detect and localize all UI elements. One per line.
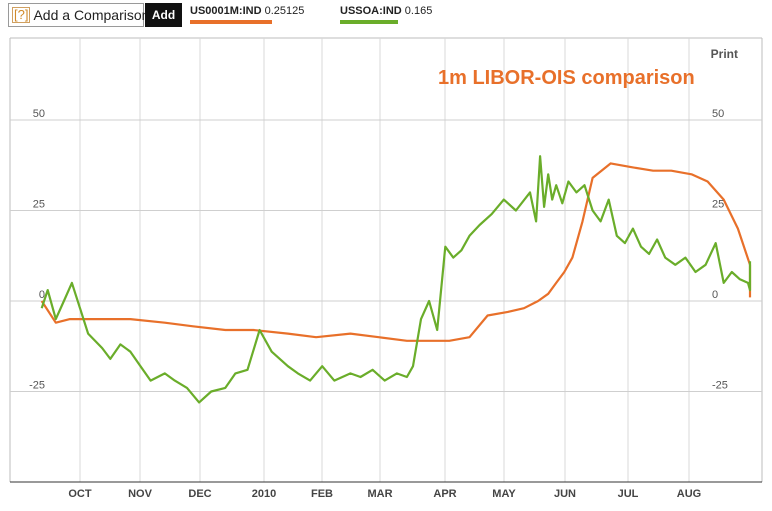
add-comparison-input[interactable]: [?] Add a Comparison bbox=[8, 3, 149, 27]
add-button[interactable]: Add bbox=[145, 3, 182, 27]
legend-entry-libor: US0001M:IND 0.25125 bbox=[190, 5, 304, 24]
chart-title: 1m LIBOR-OIS comparison bbox=[438, 67, 695, 89]
y-tick-label-left: 50 bbox=[33, 108, 45, 120]
legend-value: 0.25125 bbox=[264, 5, 305, 17]
x-tick-label: JUN bbox=[554, 488, 576, 500]
legend-swatch bbox=[340, 20, 398, 24]
x-tick-label: MAR bbox=[367, 488, 392, 500]
x-tick-label: DEC bbox=[188, 488, 211, 500]
y-tick-label-right: -25 bbox=[712, 380, 728, 392]
help-icon[interactable]: [?] bbox=[12, 7, 31, 23]
x-tick-label: OCT bbox=[68, 488, 92, 500]
legend-value: 0.165 bbox=[404, 5, 433, 17]
x-tick-label: NOV bbox=[128, 488, 153, 500]
x-tick-labels: OCT NOV DEC 2010 FEB MAR APR MAY JUN JUL AUG bbox=[68, 488, 701, 500]
y-tick-labels: 50 50 25 25 0 0 -25 -25 bbox=[29, 108, 728, 392]
y-tick-label-right: 25 bbox=[712, 199, 724, 211]
y-tick-label-right: 0 bbox=[712, 289, 718, 301]
legend-swatch bbox=[190, 20, 272, 24]
series-line-ois bbox=[40, 155, 752, 404]
add-comparison-label: Add a Comparison bbox=[33, 7, 150, 23]
series-lines bbox=[40, 155, 752, 404]
x-tick-label: MAY bbox=[492, 488, 516, 500]
legend-entry-ois: USSOA:IND 0.165 bbox=[340, 5, 432, 24]
legend-ticker: USSOA:IND bbox=[340, 5, 402, 17]
y-tick-label-left: -25 bbox=[29, 380, 45, 392]
vertical-gridlines bbox=[79, 38, 690, 482]
x-tick-label: AUG bbox=[677, 488, 701, 500]
x-tick-label: APR bbox=[433, 488, 456, 500]
x-tick-label: FEB bbox=[311, 488, 333, 500]
y-tick-label-right: 50 bbox=[712, 108, 724, 120]
x-tick-label: JUL bbox=[618, 488, 639, 500]
print-link[interactable]: Print bbox=[711, 47, 738, 61]
top-toolbar: [?] Add a Comparison Add US0001M:IND 0.2… bbox=[0, 0, 772, 30]
legend-ticker: US0001M:IND bbox=[190, 5, 262, 17]
series-line-libor bbox=[40, 162, 752, 342]
x-tick-label: 2010 bbox=[252, 488, 276, 500]
y-tick-label-left: 0 bbox=[39, 289, 45, 301]
horizontal-gridlines bbox=[10, 119, 762, 392]
y-tick-label-left: 25 bbox=[33, 199, 45, 211]
